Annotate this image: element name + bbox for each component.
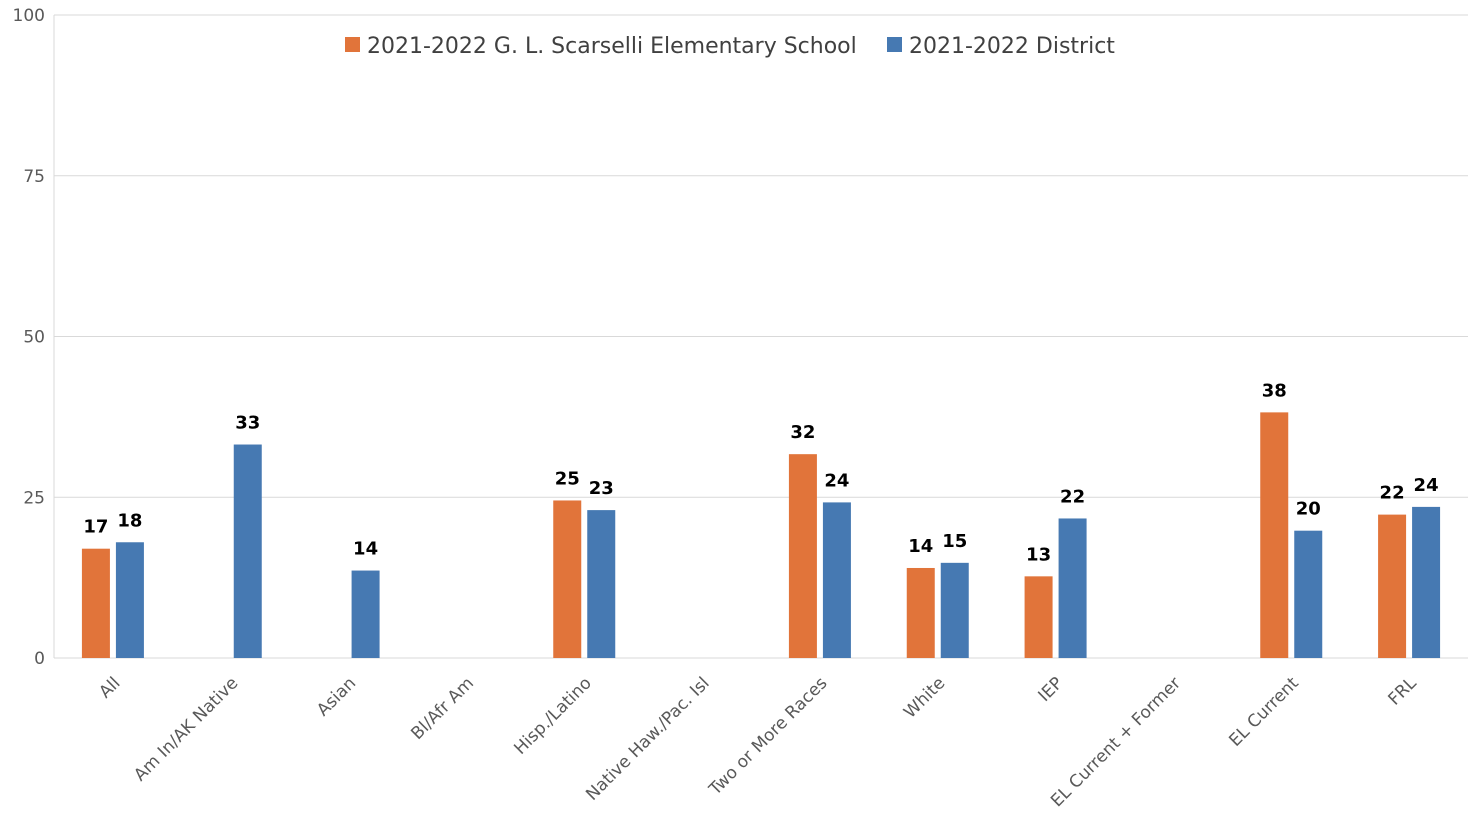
x-tick-label: All xyxy=(95,673,124,702)
x-tick-label: Am In/AK Native xyxy=(130,673,242,785)
x-tick-label: EL Current + Former xyxy=(1047,673,1185,811)
x-tick-label: Asian xyxy=(313,673,360,720)
bar-district xyxy=(1294,530,1323,658)
x-tick-label: EL Current xyxy=(1225,673,1303,751)
data-label: 13 xyxy=(1026,544,1051,565)
data-label: 25 xyxy=(555,468,580,489)
y-tick-label: 100 xyxy=(13,6,45,26)
bar-school xyxy=(788,454,817,658)
bar-district xyxy=(822,502,851,658)
data-label: 20 xyxy=(1296,499,1321,520)
y-axis-ticks: 0 25 50 75 100 xyxy=(13,6,45,669)
bar-school xyxy=(906,567,935,658)
y-tick-label: 50 xyxy=(23,328,45,348)
data-label: 24 xyxy=(824,470,849,491)
x-tick-label: IEP xyxy=(1035,673,1068,706)
bar-district xyxy=(115,542,144,658)
data-label: 22 xyxy=(1060,486,1085,507)
data-label: 17 xyxy=(83,517,108,538)
legend-label-school: 2021-2022 G. L. Scarselli Elementary Sch… xyxy=(367,34,857,59)
x-tick-label: FRL xyxy=(1385,673,1421,709)
y-tick-label: 25 xyxy=(23,488,45,508)
data-label: 18 xyxy=(117,510,142,531)
gridlines xyxy=(53,14,1468,659)
legend-label-district: 2021-2022 District xyxy=(909,34,1115,59)
bar-district xyxy=(351,570,380,658)
legend-swatch-district xyxy=(887,37,902,52)
bar-district xyxy=(940,562,969,658)
bar-school xyxy=(1378,514,1407,658)
x-tick-label: White xyxy=(900,673,949,722)
x-tick-label: Two or More Races xyxy=(705,673,832,800)
data-label: 32 xyxy=(790,422,815,443)
bar-district xyxy=(1412,506,1441,658)
data-label: 33 xyxy=(235,413,260,434)
bar-district xyxy=(233,444,262,658)
data-label: 14 xyxy=(908,536,933,557)
y-tick-label: 75 xyxy=(23,167,45,187)
bar-district xyxy=(1058,518,1087,658)
data-label: 22 xyxy=(1380,483,1405,504)
bars xyxy=(81,412,1441,658)
data-labels: 17 18 33 14 25 23 32 24 14 15 13 22 38 20 22 24 xyxy=(83,380,1438,565)
legend-swatch-school xyxy=(345,37,360,52)
x-tick-label: Native Haw./Pac. Isl xyxy=(582,673,713,804)
data-label: 14 xyxy=(353,539,378,560)
data-label: 15 xyxy=(942,531,967,552)
data-label: 38 xyxy=(1262,380,1287,401)
bar-school xyxy=(1024,576,1053,658)
x-tick-label: Hisp./Latino xyxy=(510,673,595,758)
bar-school xyxy=(553,500,582,658)
data-label: 24 xyxy=(1414,475,1439,496)
bar-district xyxy=(587,510,616,658)
y-tick-label: 0 xyxy=(34,649,45,669)
x-tick-label: Bl/Afr Am xyxy=(407,673,478,744)
bar-school xyxy=(1260,412,1289,658)
x-axis-labels: All Am In/AK Native Asian Bl/Afr Am Hisp./La… xyxy=(95,673,1421,811)
data-label: 23 xyxy=(589,478,614,499)
legend: 2021-2022 G. L. Scarselli Elementary Sch… xyxy=(345,34,1115,59)
bar-school xyxy=(81,548,110,658)
